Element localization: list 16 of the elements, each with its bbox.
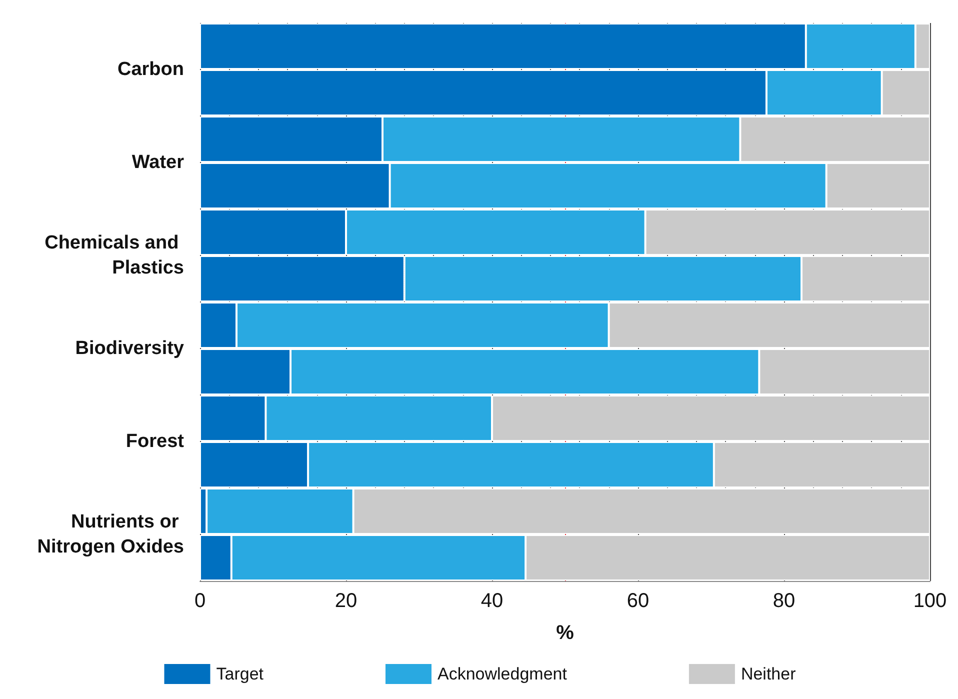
y-tick-label: Forest: [126, 431, 185, 452]
y-tick-label: Biodiversity: [75, 338, 184, 359]
x-tick-label: 40: [480, 590, 504, 612]
x-axis-title: %: [556, 622, 574, 644]
legend-label: Target: [216, 664, 264, 684]
y-tick-label: Carbon: [118, 59, 184, 80]
x-tick-label: 20: [334, 590, 358, 612]
x-tick-label: 60: [626, 590, 650, 612]
y-tick-label: Chemicals and Plastics: [44, 232, 184, 278]
x-tick-label: 80: [772, 590, 796, 612]
y-tick-label: Nutrients or Nitrogen Oxides: [37, 512, 184, 558]
legend-label: Acknowledgment: [437, 664, 568, 684]
legend-label: Neither: [740, 664, 796, 684]
y-tick-label: Water: [132, 152, 185, 173]
x-tick-label: 0: [194, 590, 206, 612]
x-tick-label: 100: [913, 590, 947, 612]
